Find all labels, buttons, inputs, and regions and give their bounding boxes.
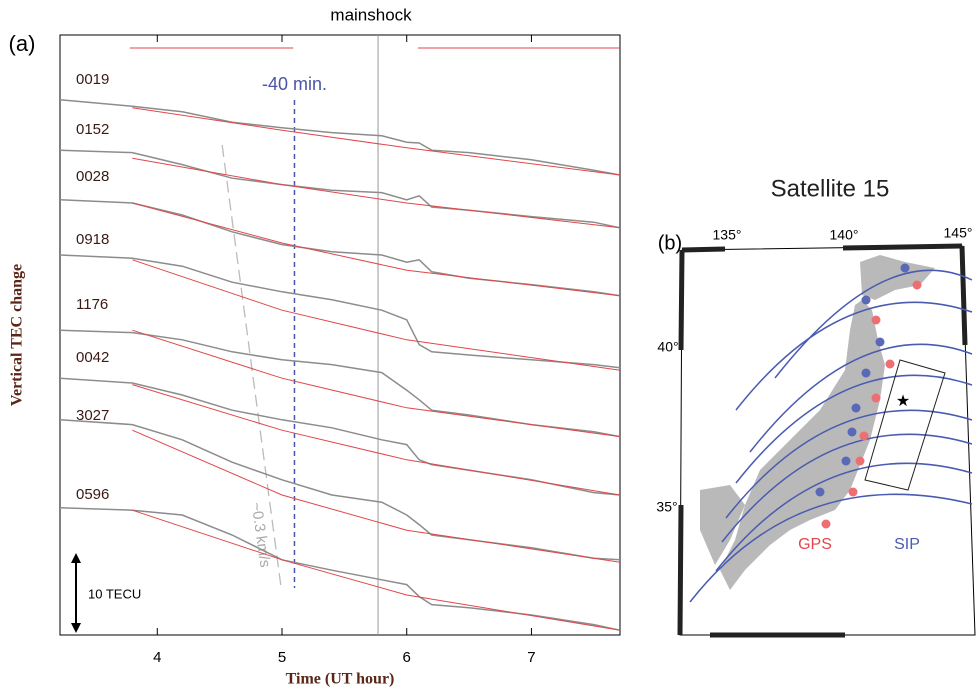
stations [815, 263, 922, 529]
x-axis-title: Time (UT hour) [286, 671, 395, 688]
observed-line [59, 149, 621, 229]
map-border [677, 243, 968, 638]
sip-dot [815, 487, 825, 497]
observed-line [59, 99, 621, 176]
gps-dot [871, 393, 881, 403]
fit-line [132, 107, 621, 176]
panel-label: (a) [9, 31, 36, 56]
lat-label: 40° [657, 339, 678, 355]
gps-dot [871, 315, 881, 325]
x-tick-label: 4 [153, 649, 161, 666]
velocity-label: ~0.3 km/s [248, 501, 274, 568]
map-panel-label: (b) [658, 232, 682, 254]
scale-arrow [71, 623, 81, 633]
gps-dot [848, 487, 858, 497]
observed-line [59, 329, 621, 438]
ray-path [721, 433, 973, 543]
mainshock-label: mainshock [330, 5, 412, 24]
sip-dot [861, 368, 871, 378]
ray-paths [689, 269, 973, 603]
ray-path [774, 269, 973, 379]
observed-line [59, 254, 621, 369]
sip-dot [861, 295, 871, 305]
fit-line [132, 202, 621, 297]
fit-line [132, 157, 621, 229]
gps-dot [859, 431, 869, 441]
observed-line [59, 419, 621, 561]
map: ★ Satellite 15 (b) 135° 140° 145° 40° 35… [656, 175, 976, 638]
ray-path [715, 462, 973, 572]
scale-label: 10 TECU [88, 586, 141, 601]
fit-line [132, 429, 621, 563]
plot-frame [59, 34, 621, 636]
ray-path [749, 343, 973, 453]
sip-dot [875, 337, 885, 347]
sip-dot [841, 456, 851, 466]
x-tick-label: 5 [278, 649, 286, 666]
ray-path [735, 374, 973, 484]
sip-dot [851, 403, 861, 413]
y-axis-title: Vertical TEC change [9, 264, 26, 406]
legend-sip: SIP [894, 536, 920, 553]
fit-line [132, 329, 621, 438]
sip-dot [900, 263, 910, 273]
lon-label: 145° [944, 225, 973, 241]
lat-label: 35° [656, 499, 677, 515]
lon-label: 135° [713, 227, 742, 243]
gps-dot [912, 280, 922, 290]
observed-line [59, 377, 621, 496]
ray-path [689, 493, 973, 603]
station-label: 1176 [76, 296, 108, 313]
lon-label: 140° [830, 227, 859, 243]
station-label: 0028 [76, 168, 109, 185]
observed-line [59, 199, 621, 297]
epicenter: ★ [896, 393, 910, 410]
station-label: 0596 [76, 486, 109, 503]
x-tick-label: 7 [527, 649, 535, 666]
velocity-line [221, 144, 282, 586]
gps-dot [885, 359, 895, 369]
station-label: 0019 [76, 71, 109, 88]
fit-line [132, 384, 621, 496]
fit-line [132, 259, 621, 371]
scale-arrow [71, 553, 81, 563]
legend-gps: GPS [798, 536, 832, 553]
map-title: Satellite 15 [771, 175, 890, 202]
ray-path [725, 409, 973, 519]
station-label: 0042 [76, 349, 109, 366]
station-label: 0918 [76, 231, 109, 248]
sip-dot [847, 427, 857, 437]
station-label: 0152 [76, 121, 109, 138]
station-label: 3027 [76, 407, 109, 424]
ray-path [735, 301, 973, 411]
marker-label: -40 min. [262, 74, 327, 94]
gps-dot [821, 519, 831, 529]
fit-line [132, 509, 621, 631]
gps-dot [855, 456, 865, 466]
fault-box [864, 359, 946, 491]
x-tick-label: 6 [403, 649, 411, 666]
observed-line [59, 507, 621, 631]
